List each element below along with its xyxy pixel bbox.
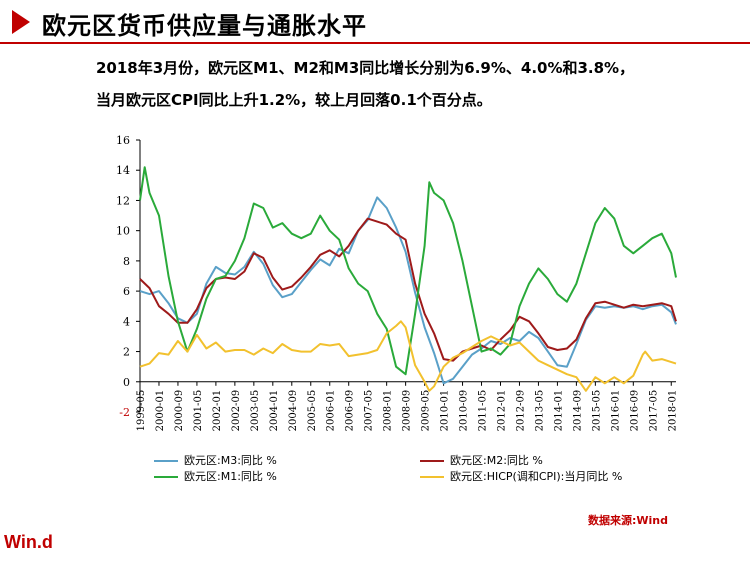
summary-line-1: 2018年3月份，欧元区M1、M2和M3同比增长分别为6.9%、4.0%和3.8… <box>96 59 635 77</box>
x-tick-label: 2018-01 <box>667 390 678 432</box>
page-title: 欧元区货币供应量与通胀水平 <box>42 12 367 40</box>
wind-logo: Win.d <box>4 532 53 552</box>
x-tick-label: 2013-05 <box>534 390 545 432</box>
x-tick-label: 2012-09 <box>515 390 526 432</box>
x-tick-label: 2005-05 <box>307 390 318 432</box>
x-tick-label: 2000-01 <box>155 390 166 432</box>
y-tick-label: 8 <box>123 255 130 268</box>
legend-item-m2: 欧元区:M2:同比 % <box>420 453 543 469</box>
x-tick-label: 2004-09 <box>288 390 299 432</box>
x-tick-label: 2016-09 <box>629 390 640 432</box>
x-tick-label: 2001-05 <box>193 390 204 432</box>
x-tick-label: 2010-09 <box>459 390 470 432</box>
series-line-m2 <box>139 217 677 362</box>
y-tick-label: 16 <box>116 134 130 147</box>
y-tick-label: 2 <box>123 346 130 359</box>
data-source-label: 数据来源:Wind <box>588 514 669 527</box>
y-tick-label: 6 <box>123 285 130 298</box>
legend-swatch-m1 <box>154 476 178 478</box>
chart-legend: 欧元区:M3:同比 % 欧元区:M2:同比 % 欧元区:M1:同比 % 欧元区:… <box>150 453 710 487</box>
x-tick-label: 2004-01 <box>269 390 280 432</box>
x-tick-label: 2016-01 <box>610 390 621 432</box>
series-line-hicp <box>139 320 677 392</box>
title-divider <box>0 42 750 44</box>
x-tick-label: 2010-01 <box>440 390 451 432</box>
legend-swatch-m3 <box>154 460 178 462</box>
title-bar: 欧元区货币供应量与通胀水平 <box>0 0 750 44</box>
y-tick-label: 0 <box>123 376 130 389</box>
legend-item-m1: 欧元区:M1:同比 % <box>154 469 277 485</box>
x-tick-label: 2006-09 <box>345 390 356 432</box>
legend-label-m1: 欧元区:M1:同比 % <box>184 470 277 483</box>
summary-line-2: 当月欧元区CPI同比上升1.2%，较上月回落0.1个百分点。 <box>96 91 492 109</box>
y-tick-label: 14 <box>116 164 130 177</box>
legend-label-hicp: 欧元区:HICP(调和CPI):当月同比 % <box>450 470 623 483</box>
legend-swatch-m2 <box>420 460 444 462</box>
legend-swatch-hicp <box>420 476 444 478</box>
y-tick-label: -2 <box>119 406 130 419</box>
x-tick-label: 2007-05 <box>364 390 375 432</box>
x-tick-label: 2002-01 <box>212 390 223 432</box>
x-tick-label: 2017-05 <box>648 390 659 432</box>
series-line-m3 <box>139 196 677 385</box>
x-tick-label: 2006-01 <box>326 390 337 432</box>
x-tick-label: 1999-05 <box>136 390 147 432</box>
x-tick-label: 2011-05 <box>478 390 489 432</box>
x-tick-label: 2008-09 <box>402 390 413 432</box>
legend-item-hicp: 欧元区:HICP(调和CPI):当月同比 % <box>420 469 622 485</box>
x-tick-label: 2000-09 <box>174 390 185 432</box>
y-tick-label: 10 <box>116 225 130 238</box>
x-tick-label: 2015-05 <box>591 390 602 432</box>
x-tick-label: 2009-05 <box>421 390 432 432</box>
y-tick-label: 4 <box>123 315 130 328</box>
summary-text: 2018年3月份，欧元区M1、M2和M3同比增长分别为6.9%、4.0%和3.8… <box>96 52 736 116</box>
y-tick-label: 12 <box>116 194 130 207</box>
x-tick-label: 2008-01 <box>383 390 394 432</box>
x-tick-label: 2003-05 <box>250 390 261 432</box>
x-tick-label: 2014-01 <box>553 390 564 432</box>
legend-label-m2: 欧元区:M2:同比 % <box>450 454 543 467</box>
x-tick-label: 2012-01 <box>496 390 507 432</box>
title-arrow-icon <box>12 10 30 34</box>
legend-item-m3: 欧元区:M3:同比 % <box>154 453 277 469</box>
legend-label-m3: 欧元区:M3:同比 % <box>184 454 277 467</box>
x-tick-label: 2014-09 <box>572 390 583 432</box>
x-tick-label: 2002-09 <box>231 390 242 432</box>
